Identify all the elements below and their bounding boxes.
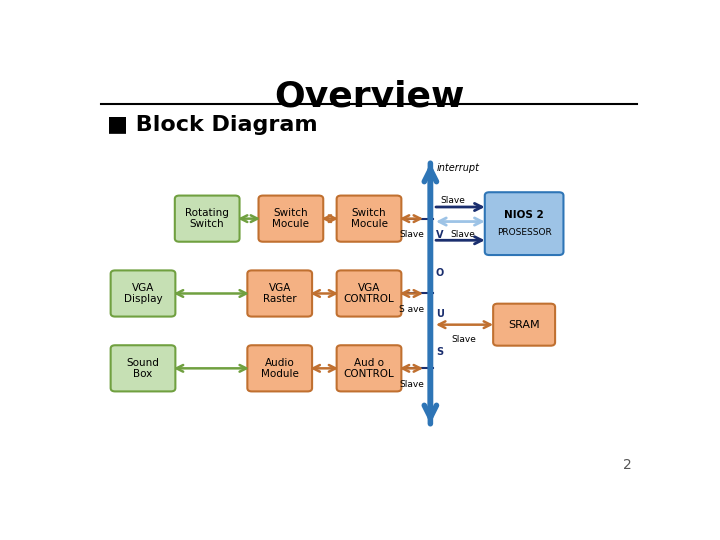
Text: ■ Block Diagram: ■ Block Diagram xyxy=(107,114,318,134)
FancyBboxPatch shape xyxy=(111,345,176,392)
FancyBboxPatch shape xyxy=(111,271,176,316)
Text: U: U xyxy=(436,309,444,319)
Text: VGA
Raster: VGA Raster xyxy=(263,283,297,305)
Text: Sound
Box: Sound Box xyxy=(127,357,159,379)
Text: NIOS 2: NIOS 2 xyxy=(504,210,544,220)
FancyBboxPatch shape xyxy=(337,271,401,316)
FancyBboxPatch shape xyxy=(248,345,312,392)
Text: PROSESSOR: PROSESSOR xyxy=(497,228,552,237)
FancyBboxPatch shape xyxy=(175,195,240,242)
Text: Switch
Mocule: Switch Mocule xyxy=(272,208,310,230)
Text: Slave: Slave xyxy=(451,335,477,344)
Text: Slave: Slave xyxy=(399,230,424,239)
Text: 2: 2 xyxy=(623,458,631,472)
Text: V: V xyxy=(436,230,444,240)
FancyBboxPatch shape xyxy=(248,271,312,316)
Text: Aud o
CONTROL: Aud o CONTROL xyxy=(343,357,395,379)
Text: interrupt: interrupt xyxy=(437,163,480,172)
Text: Slave: Slave xyxy=(399,380,424,389)
FancyBboxPatch shape xyxy=(485,192,564,255)
FancyBboxPatch shape xyxy=(337,345,401,392)
Text: VGA
Display: VGA Display xyxy=(124,283,162,305)
Text: S ave: S ave xyxy=(399,305,424,314)
Text: Switch
Mocule: Switch Mocule xyxy=(351,208,387,230)
Text: O: O xyxy=(436,268,444,278)
FancyBboxPatch shape xyxy=(258,195,323,242)
Text: Slave: Slave xyxy=(450,230,474,239)
Text: Rotating
Switch: Rotating Switch xyxy=(185,208,229,230)
FancyBboxPatch shape xyxy=(493,303,555,346)
Text: VGA
CONTROL: VGA CONTROL xyxy=(343,283,395,305)
Text: Audio
Module: Audio Module xyxy=(261,357,299,379)
Text: Slave: Slave xyxy=(441,196,465,205)
Text: S: S xyxy=(436,347,443,357)
Text: Overview: Overview xyxy=(274,79,464,113)
FancyBboxPatch shape xyxy=(337,195,401,242)
Text: SRAM: SRAM xyxy=(508,320,540,330)
